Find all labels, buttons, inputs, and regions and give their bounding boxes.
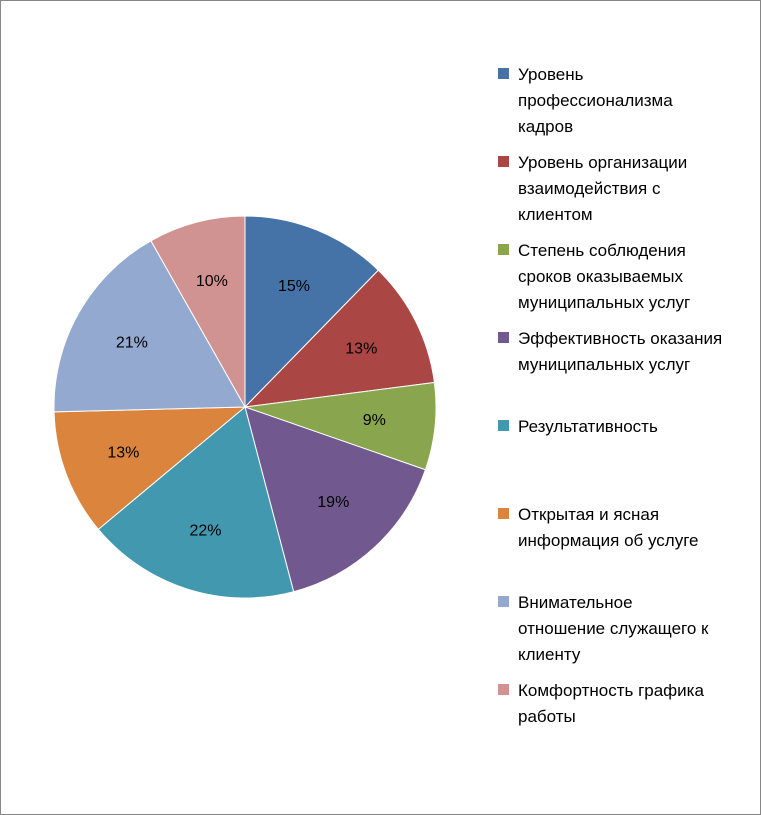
legend-label: Открытая и ясная информация об услуге [518,505,699,550]
legend-label: Внимательное отношение служащего к клиен… [518,593,709,664]
legend-item: Уровень профессионализма кадров [498,62,748,140]
legend-label: Степень соблюдения сроков оказываемых му… [518,241,691,312]
slice-value-label: 13% [345,340,377,357]
pie-slice [244,215,380,409]
legend-item: Открытая и ясная информация об услуге [498,502,748,554]
pie-slice [244,406,427,593]
slice-value-label: 13% [107,444,139,461]
legend-label: Комфортность графика работы [518,681,704,726]
legend-swatch [498,68,509,79]
pie-slice [243,269,435,408]
legend-item: Внимательное отношение служащего к клиен… [498,590,748,668]
legend-swatch [498,684,509,695]
legend-swatch [498,508,509,519]
slice-value-label: 22% [189,522,221,539]
pie-slice [53,406,247,531]
legend-label: Уровень профессионализма кадров [518,65,673,136]
legend-swatch [498,420,509,431]
slice-value-label: 15% [278,278,310,295]
legend-swatch [498,332,509,343]
slice-value-label: 19% [317,494,349,511]
pie-slice [97,406,295,599]
legend-swatch [498,244,509,255]
legend-swatch [498,596,509,607]
legend-label: Эффективность оказания муниципальных усл… [518,329,723,374]
legend-item: Эффективность оказания муниципальных усл… [498,326,748,378]
pie-slice [53,240,246,413]
legend-item: Результативность [498,414,748,440]
legend-label: Уровень организации взаимодействия с кли… [518,153,688,224]
slice-value-label: 10% [196,273,228,290]
legend-swatch [498,156,509,167]
legend-item: Уровень организации взаимодействия с кли… [498,150,748,228]
slice-value-label: 9% [363,412,386,429]
legend-label: Результативность [518,417,658,436]
pie-slice [150,215,246,409]
legend-item: Комфортность графика работы [498,678,748,730]
legend-item: Степень соблюдения сроков оказываемых му… [498,238,748,316]
slice-value-label: 21% [116,334,148,351]
